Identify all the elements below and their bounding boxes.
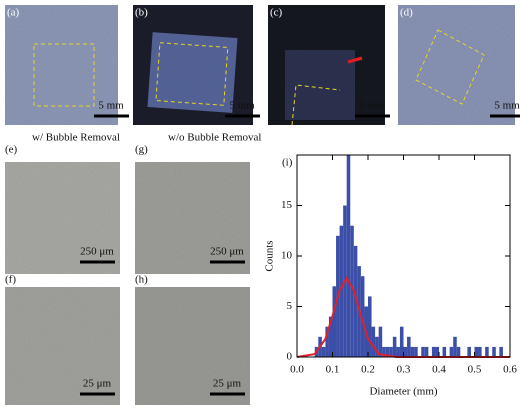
- bar: [325, 326, 329, 357]
- bar: [431, 346, 436, 357]
- bar: [456, 346, 461, 357]
- x-tick-label: 0.1: [326, 364, 340, 376]
- x-tick-label: 0.2: [361, 364, 375, 376]
- bar: [346, 155, 351, 357]
- bar: [382, 346, 386, 357]
- y-tick-label: 0: [287, 351, 293, 363]
- photo: [398, 5, 515, 125]
- scale-bar-label: 250 μm: [80, 246, 114, 258]
- bar: [328, 316, 333, 357]
- bar: [407, 336, 411, 357]
- bar: [467, 346, 471, 357]
- scale-bar-label: 5 mm: [494, 100, 520, 112]
- bar: [360, 276, 365, 357]
- bar: [421, 346, 425, 357]
- bar: [321, 346, 326, 357]
- bar: [389, 346, 393, 357]
- bar: [350, 225, 354, 357]
- y-tick-label: 15: [281, 199, 293, 211]
- photo: [5, 162, 120, 274]
- x-tick-label: 0.6: [503, 364, 517, 376]
- scale-bar-label: 25 μm: [213, 378, 242, 390]
- photos: [5, 5, 515, 405]
- arrow: [347, 56, 363, 64]
- bar: [442, 346, 447, 357]
- scale-bar-label: 5 mm: [229, 100, 255, 112]
- scale-bar-label: 5 mm: [359, 100, 385, 112]
- bar: [399, 326, 404, 357]
- histogram: 0.0 0.1 0.2 0.3 0.4 0.5 0.6 0 5 10 15 Diameter (mm)…: [264, 154, 517, 398]
- y-tick-label: 10: [281, 250, 293, 262]
- bar: [385, 346, 390, 357]
- bar: [378, 326, 383, 357]
- fit-line: [296, 276, 510, 358]
- panel-label: (e): [5, 144, 18, 156]
- bar: [424, 346, 429, 357]
- region: [33, 43, 95, 107]
- photo: [135, 287, 250, 405]
- bar: [435, 346, 439, 357]
- photo: [5, 287, 120, 405]
- bar: [396, 346, 400, 357]
- scale-bar-label: 5 mm: [98, 100, 124, 112]
- bar: [474, 346, 479, 357]
- panel-label: (d): [400, 7, 413, 19]
- bar: [499, 346, 503, 357]
- heading: w/ Bubble Removal: [32, 132, 120, 144]
- bar: [392, 336, 397, 357]
- region: [415, 29, 485, 105]
- bar: [371, 326, 376, 357]
- panel-label: (f): [5, 274, 16, 286]
- bar: [375, 336, 379, 357]
- photo-sample: [285, 50, 355, 120]
- x-tick-label: 0.4: [432, 364, 446, 376]
- bar: [332, 286, 337, 357]
- heading: w/o Bubble Removal: [168, 132, 262, 144]
- panel-label: (c): [270, 7, 283, 19]
- bar: [449, 346, 454, 357]
- y-axis-label: Counts: [264, 240, 276, 271]
- photo: [5, 5, 118, 125]
- photo: [135, 162, 250, 274]
- bar: [339, 225, 344, 357]
- photo-sample: [147, 32, 238, 113]
- panel-label: (i): [282, 157, 293, 169]
- y-tick-label: 5: [287, 300, 293, 312]
- scale-bar-label: 250 μm: [210, 246, 244, 258]
- panel-label: (g): [135, 144, 148, 156]
- panel-label: (h): [135, 274, 148, 286]
- bar: [403, 346, 408, 357]
- x-tick-label: 0.3: [397, 364, 411, 376]
- x-axis-label: Diameter (mm): [369, 386, 437, 398]
- bar: [453, 336, 457, 357]
- bar: [368, 296, 372, 357]
- x-tick-label: 0.5: [468, 364, 482, 376]
- bar: [492, 346, 496, 357]
- bar: [414, 346, 418, 357]
- bar: [485, 346, 489, 357]
- bar: [353, 245, 358, 357]
- bar: [410, 346, 415, 357]
- panel-label: (b): [135, 7, 148, 19]
- panel-label: (a): [7, 7, 20, 19]
- scale-bar-label: 25 μm: [83, 378, 112, 390]
- bar: [478, 346, 482, 357]
- x-tick-label: 0.0: [290, 364, 304, 376]
